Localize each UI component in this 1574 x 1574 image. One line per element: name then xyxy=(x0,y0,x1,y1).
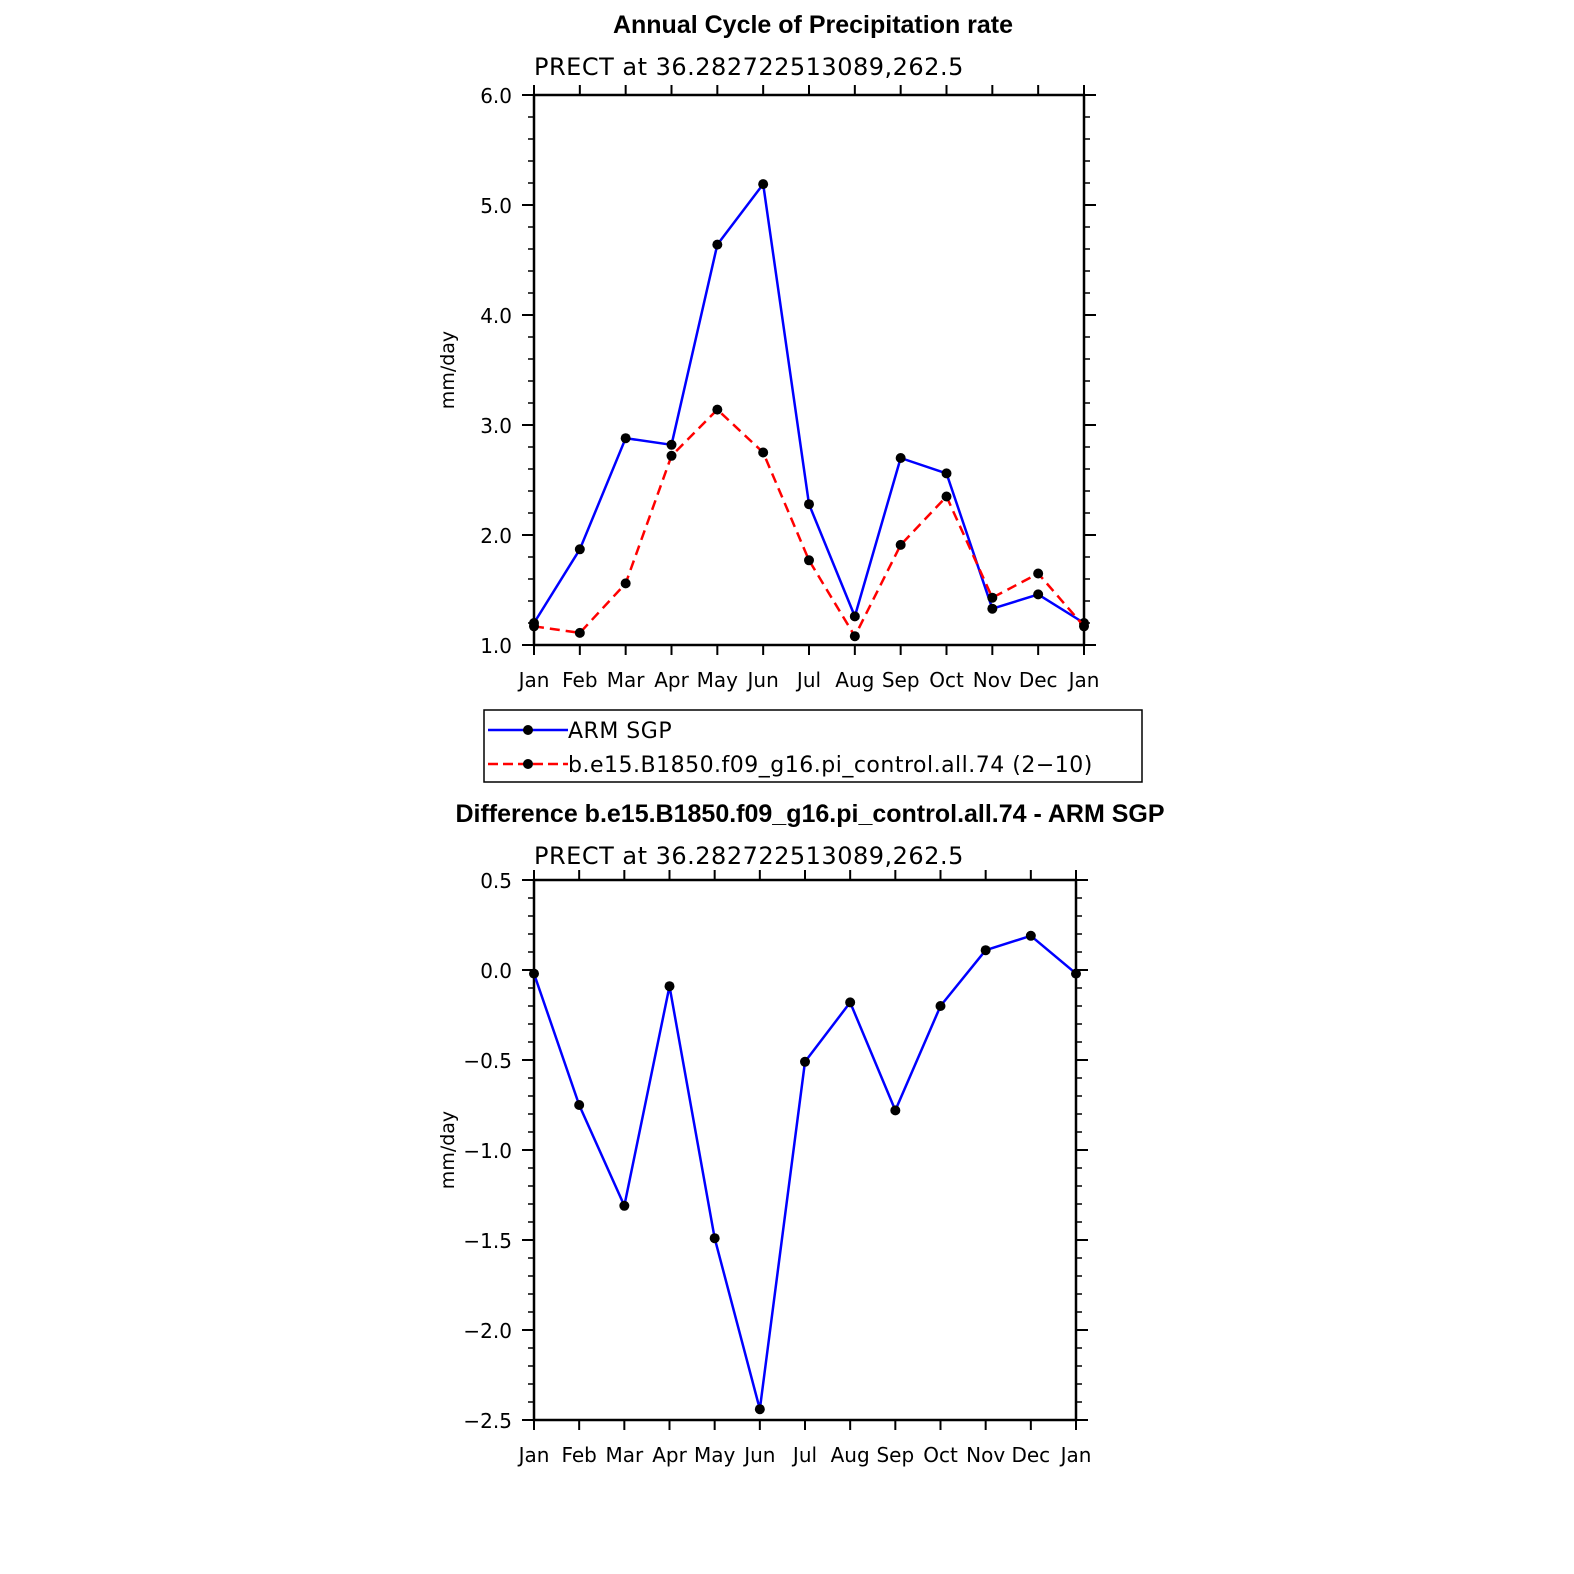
chart2-plot: Jan Feb Mar Apr May Jun Jul Aug Sep Oct Nov Dec Jan−… xyxy=(437,869,1091,1467)
chart1-series-point-1 xyxy=(712,404,723,415)
chart1-xtick-label: Feb xyxy=(562,668,597,692)
chart1-plot: Jan Feb Mar Apr May Jun Jul Aug Sep Oct Nov Dec Jan1… xyxy=(437,84,1099,692)
chart2-xtick-label: Apr xyxy=(652,1443,687,1467)
chart2-series-point-0 xyxy=(619,1200,630,1211)
chart1-series-point-0 xyxy=(895,453,906,463)
chart1-series-point-1 xyxy=(666,450,677,461)
chart2-series-point-0 xyxy=(890,1105,901,1116)
chart2-xtick-label: Jul xyxy=(791,1443,817,1467)
chart2-series-point-0 xyxy=(845,997,856,1008)
chart1-series-point-0 xyxy=(987,603,998,614)
chart2-ytick-label: −2.5 xyxy=(463,1409,512,1433)
chart1-series-point-1 xyxy=(941,491,952,502)
chart1-xtick-label: Jul xyxy=(795,668,821,692)
chart1-ytick-label: 6.0 xyxy=(480,84,512,108)
chart1-xtick-label: Jan xyxy=(517,668,550,692)
chart2-frame xyxy=(532,878,1078,1422)
chart1-series-line-1 xyxy=(533,408,1085,638)
chart1-xtick-label: Jan xyxy=(1067,668,1100,692)
chart2-xtick-label: Jan xyxy=(517,1443,550,1467)
chart1-series-point-0 xyxy=(712,239,723,250)
chart2-series-point-0 xyxy=(1025,930,1036,941)
chart1-series-point-1 xyxy=(1079,621,1089,632)
chart1-series-point-1 xyxy=(1033,568,1044,579)
chart2-subtitle: PRECT at 36.282722513089,262.5 xyxy=(534,842,964,870)
chart1-series-point-1 xyxy=(804,555,814,566)
chart2-ytick-label: 0.0 xyxy=(480,959,512,983)
chart1-ytick-label: 2.0 xyxy=(480,524,512,548)
chart2-series-point-0 xyxy=(1071,968,1081,979)
chart1-xtick-label: Mar xyxy=(607,668,646,692)
chart2-ytick-label: −1.5 xyxy=(463,1229,512,1253)
chart1-series-point-1 xyxy=(529,621,539,632)
chart2-ytick-label: −0.5 xyxy=(463,1049,512,1073)
chart1-series-point-0 xyxy=(849,611,860,622)
chart1-series-point-1 xyxy=(574,627,585,638)
chart1-series-point-0 xyxy=(941,468,952,479)
chart1-xtick-label: Nov xyxy=(973,668,1012,692)
chart1-series-point-1 xyxy=(987,592,998,603)
chart2-series-point-0 xyxy=(980,945,991,956)
chart1-ytick-label: 5.0 xyxy=(480,194,512,218)
chart1-ytick-label: 1.0 xyxy=(480,634,512,658)
chart2-series-point-0 xyxy=(529,968,539,979)
legend-label-arm: ARM SGP xyxy=(568,719,672,744)
chart2-series-line-0 xyxy=(532,934,1077,1411)
chart1-series-point-0 xyxy=(1033,589,1044,600)
chart1-series-point-0 xyxy=(620,433,631,444)
chart2-ylabel: mm/day xyxy=(437,1111,459,1189)
chart2-series-point-0 xyxy=(935,1001,946,1011)
chart2-xtick-label: Feb xyxy=(561,1443,596,1467)
chart1-xtick-label: Sep xyxy=(882,668,920,692)
chart2-series-point-0 xyxy=(574,1100,585,1110)
chart1-ytick-label: 3.0 xyxy=(480,414,512,438)
chart2-xtick-label: Nov xyxy=(966,1443,1005,1467)
chart2-ytick-label: 0.5 xyxy=(480,869,512,893)
chart1-ylabel: mm/day xyxy=(437,331,459,409)
chart2-xtick-label: May xyxy=(694,1443,736,1467)
chart2-xtick-label: Mar xyxy=(605,1443,644,1467)
chart2-series-point-0 xyxy=(664,981,675,992)
chart1-series-point-1 xyxy=(620,578,631,589)
chart2-series-point-0 xyxy=(800,1056,810,1067)
chart1-ytick-label: 4.0 xyxy=(480,304,512,328)
chart1-series-point-0 xyxy=(758,179,769,190)
chart2-xtick-label: Oct xyxy=(923,1443,958,1467)
legend-box xyxy=(483,709,1143,783)
chart2-ytick-label: −2.0 xyxy=(463,1319,512,1343)
chart2-title: Difference b.e15.B1850.f09_g16.pi_contro… xyxy=(455,800,1164,828)
chart2-xtick-label: Jan xyxy=(1059,1443,1092,1467)
chart2-ytick-label: −1.0 xyxy=(463,1139,512,1163)
chart1-subtitle: PRECT at 36.282722513089,262.5 xyxy=(534,53,964,81)
legend-marker-model xyxy=(523,759,533,769)
legend-marker-arm xyxy=(523,725,533,735)
chart2-xtick-label: Dec xyxy=(1011,1443,1050,1467)
chart1-series-point-0 xyxy=(574,544,585,555)
chart1-series-point-0 xyxy=(804,499,814,510)
chart2-series-point-0 xyxy=(709,1233,720,1244)
chart1-title: Annual Cycle of Precipitation rate xyxy=(613,11,1013,39)
chart1-xtick-label: Aug xyxy=(835,668,874,692)
chart2-series-point-0 xyxy=(754,1404,765,1415)
chart1-xtick-label: Jun xyxy=(746,668,779,692)
chart1-xtick-label: Dec xyxy=(1019,668,1058,692)
chart2-xtick-label: Jun xyxy=(742,1443,775,1467)
chart1-xtick-label: Apr xyxy=(654,668,689,692)
chart1-xtick-label: Oct xyxy=(929,668,964,692)
chart1-series-point-1 xyxy=(849,631,860,642)
chart2-xtick-label: Sep xyxy=(876,1443,914,1467)
chart1-series-point-1 xyxy=(758,447,769,458)
chart1-series-point-1 xyxy=(895,539,906,550)
chart1-legend: ARM SGP b.e15.B1850.f09_g16.pi_control.a… xyxy=(483,709,1143,783)
chart2-xtick-label: Aug xyxy=(831,1443,870,1467)
chart1-xtick-label: May xyxy=(697,668,739,692)
legend-label-model: b.e15.B1850.f09_g16.pi_control.all.74 (2… xyxy=(568,753,1093,778)
chart1-series-point-0 xyxy=(666,439,677,450)
